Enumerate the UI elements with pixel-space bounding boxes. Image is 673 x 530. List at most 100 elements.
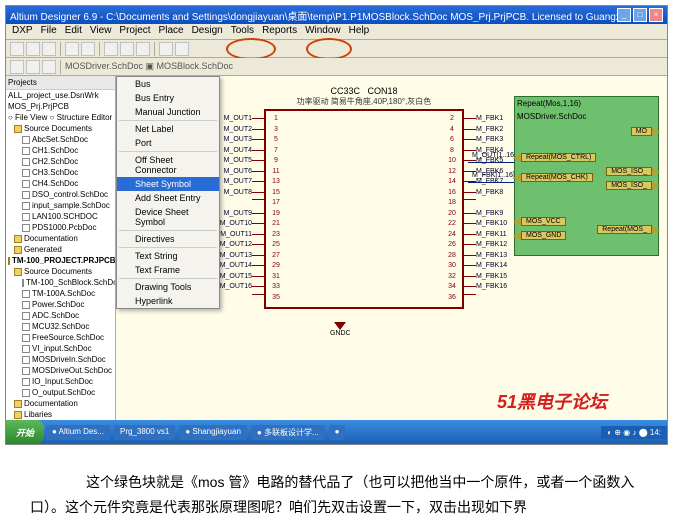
menu-item-hyperlink[interactable]: Hyperlink — [117, 294, 219, 308]
tree-item[interactable]: CH1.SchDoc — [6, 145, 115, 156]
tree-item[interactable]: TM-100_SchBlock.SchDoc — [6, 277, 115, 288]
maximize-button[interactable]: □ — [633, 8, 647, 22]
tool-new[interactable] — [10, 42, 24, 56]
tree-item[interactable]: MOSDriveOut.SchDoc — [6, 365, 115, 376]
menu-item-net-label[interactable]: Net Label — [117, 122, 219, 136]
sheet-port[interactable]: MO — [631, 127, 660, 136]
tool-open[interactable] — [26, 42, 40, 56]
tree-item[interactable]: Power.SchDoc — [6, 299, 115, 310]
tree-label: PDS1000.PcbDoc — [32, 223, 96, 232]
project-combo[interactable]: MOS_Prj.PrjPCB — [6, 101, 115, 112]
tree-item[interactable]: Generated — [6, 244, 115, 255]
menu-item-manual-junction[interactable]: Manual Junction — [117, 105, 219, 119]
tree-item[interactable]: PDS1000.PcbDoc — [6, 222, 115, 233]
start-button[interactable]: 开始 — [6, 420, 44, 444]
menu-item-sheet-symbol[interactable]: Sheet Symbol — [117, 177, 219, 191]
taskbar-item[interactable]: ● Shangjiayuan — [179, 425, 247, 440]
menu-item-port[interactable]: Port — [117, 136, 219, 150]
menu-dxp[interactable]: DXP — [12, 25, 33, 38]
schematic-canvas[interactable]: BusBus EntryManual Junction Net LabelPort… — [116, 76, 667, 444]
menu-item-text-string[interactable]: Text String — [117, 249, 219, 263]
tool-a[interactable] — [10, 60, 24, 74]
menu-item-directives[interactable]: Directives — [117, 232, 219, 246]
document-icon — [22, 191, 30, 199]
menu-project[interactable]: Project — [119, 25, 150, 38]
tool-paste[interactable] — [136, 42, 150, 56]
tree-label: FreeSource.SchDoc — [32, 333, 104, 342]
tree-item[interactable]: Documentation — [6, 398, 115, 409]
tool-b[interactable] — [26, 60, 40, 74]
tool-c[interactable] — [42, 60, 56, 74]
tool-save[interactable] — [42, 42, 56, 56]
menu-item-text-frame[interactable]: Text Frame — [117, 263, 219, 277]
tool-zoom[interactable] — [81, 42, 95, 56]
tree-item[interactable]: CH4.SchDoc — [6, 178, 115, 189]
tree-item[interactable]: LAN100.SCHDOC — [6, 211, 115, 222]
tree-item[interactable]: FreeSource.SchDoc — [6, 332, 115, 343]
tool-print[interactable] — [65, 42, 79, 56]
menu-window[interactable]: Window — [305, 25, 341, 38]
taskbar-item[interactable]: ● 多联板设计学... — [251, 425, 325, 440]
minimize-button[interactable]: _ — [617, 8, 631, 22]
tool-cut[interactable] — [104, 42, 118, 56]
document-icon — [22, 378, 30, 386]
sheet-port[interactable]: MOS_ISO_ — [606, 167, 660, 176]
tree-item[interactable]: Documentation — [6, 233, 115, 244]
menu-item-bus-entry[interactable]: Bus Entry — [117, 91, 219, 105]
sheet-port[interactable]: MOS_VCC — [513, 217, 566, 226]
menu-place[interactable]: Place — [159, 25, 184, 38]
tree-item[interactable]: IO_Input.SchDoc — [6, 376, 115, 387]
menu-item-device-sheet-symbol[interactable]: Device Sheet Symbol — [117, 205, 219, 229]
menu-item-drawing-tools[interactable]: Drawing Tools — [117, 280, 219, 294]
tree-item[interactable]: ADC.SchDoc — [6, 310, 115, 321]
taskbar-item[interactable]: ● Altium Des... — [46, 425, 110, 440]
sheet-port[interactable]: MOS_ISO_ — [606, 181, 660, 190]
sheet-port[interactable]: MOS_GND — [513, 231, 566, 240]
menu-item-add-sheet-entry[interactable]: Add Sheet Entry — [117, 191, 219, 205]
folder-icon — [14, 411, 22, 419]
menu-design[interactable]: Design — [192, 25, 223, 38]
project-tree[interactable]: Source DocumentsAbcSet.SchDocCH1.SchDocC… — [6, 123, 115, 444]
tree-item[interactable]: TM-100_PROJECT.PRJPCB — [6, 255, 115, 266]
menu-item-bus[interactable]: Bus — [117, 77, 219, 91]
tree-item[interactable]: Source Documents — [6, 266, 115, 277]
view-tabs[interactable]: ○ File View ○ Structure Editor — [6, 112, 115, 123]
system-tray[interactable]: ◐ ⊕ ◉ ♪ ⬤ 14: — [601, 426, 667, 439]
tree-item[interactable]: AbcSet.SchDoc — [6, 134, 115, 145]
menu-file[interactable]: File — [41, 25, 57, 38]
menu-tools[interactable]: Tools — [231, 25, 254, 38]
doc-tab[interactable]: MOSDriver.SchDoc ▣ MOSBlock.SchDoc — [65, 61, 233, 72]
sheet-symbol-block[interactable]: Repeat(Mos,1,16) MOSDriver.SchDoc Repeat… — [514, 96, 659, 256]
tree-label: Libaries — [24, 410, 52, 419]
menu-view[interactable]: View — [90, 25, 112, 38]
tree-item[interactable]: input_sample.SchDoc — [6, 200, 115, 211]
tool-copy[interactable] — [120, 42, 134, 56]
gnd-symbol-2: GNDC — [330, 322, 351, 337]
tree-label: AbcSet.SchDoc — [32, 135, 88, 144]
tree-item[interactable]: Libaries — [6, 409, 115, 420]
tree-item[interactable]: MOSDriveIn.SchDoc — [6, 354, 115, 365]
workspace-combo[interactable]: ALL_project_use.DsnWrk — [6, 90, 115, 101]
taskbar-item[interactable]: ● — [329, 425, 346, 440]
tree-item[interactable]: CH3.SchDoc — [6, 167, 115, 178]
connector-component[interactable]: CC33C CON18 功率驱动 简易牛角座,40P,180°,灰白色 M_OU… — [264, 86, 464, 309]
menu-help[interactable]: Help — [349, 25, 370, 38]
tree-item[interactable]: VI_input.SchDoc — [6, 343, 115, 354]
menu-reports[interactable]: Reports — [262, 25, 297, 38]
tool-undo[interactable] — [159, 42, 173, 56]
sheet-port[interactable]: Repeat(MOS_ — [597, 225, 660, 234]
tree-item[interactable]: DSO_control.SchDoc — [6, 189, 115, 200]
tool-redo[interactable] — [175, 42, 189, 56]
pin-right: M_FBK2 — [462, 126, 520, 133]
menu-edit[interactable]: Edit — [65, 25, 82, 38]
tree-item[interactable]: CH2.SchDoc — [6, 156, 115, 167]
tree-item[interactable]: TM-100A.SchDoc — [6, 288, 115, 299]
tree-item[interactable]: MCU32.SchDoc — [6, 321, 115, 332]
taskbar-item[interactable]: Prg_3800 vs1 — [114, 425, 175, 440]
sheet-port[interactable]: Repeat(MOS_CHK) — [513, 173, 593, 182]
close-button[interactable]: × — [649, 8, 663, 22]
menu-item-off-sheet-connector[interactable]: Off Sheet Connector — [117, 153, 219, 177]
tree-item[interactable]: Source Documents — [6, 123, 115, 134]
tree-item[interactable]: O_output.SchDoc — [6, 387, 115, 398]
sheet-port[interactable]: Repeat(MOS_CTRL) — [513, 153, 596, 162]
